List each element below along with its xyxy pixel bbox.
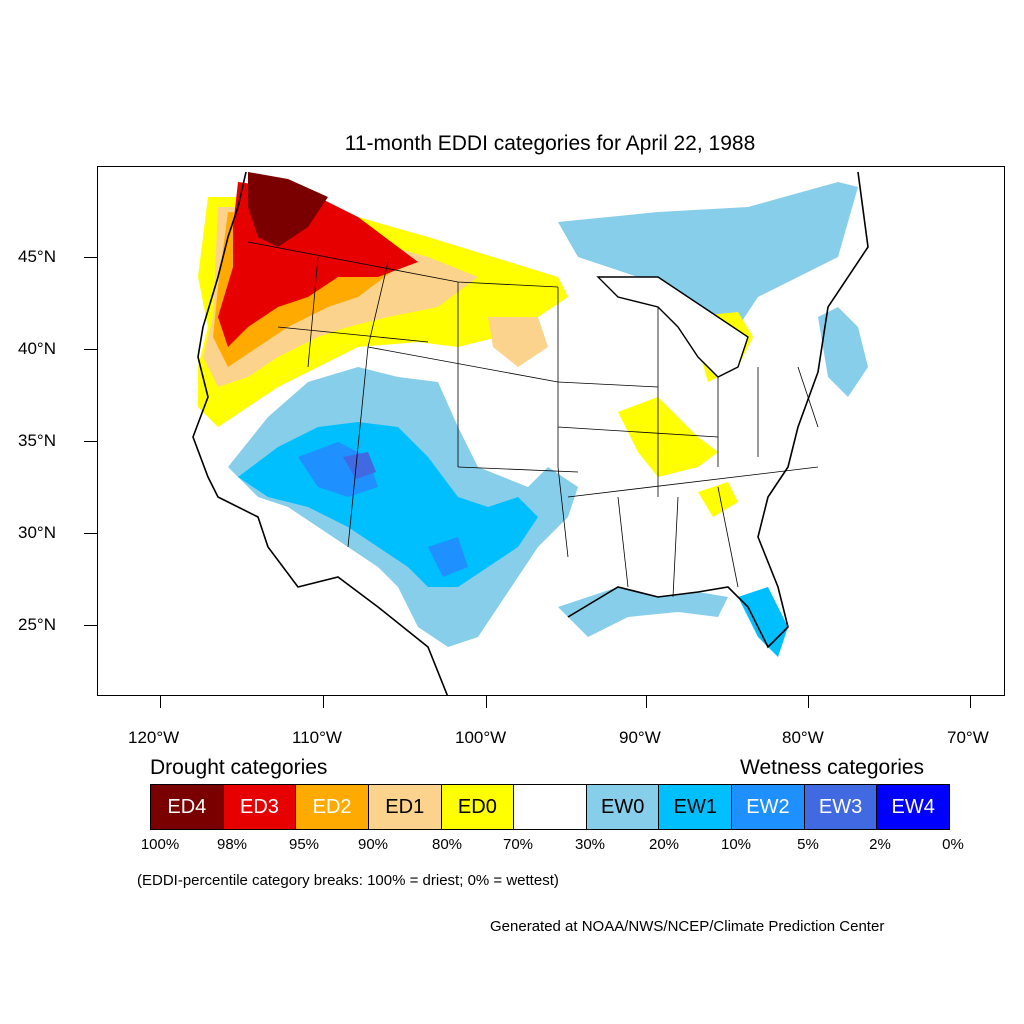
wet-great-lakes — [558, 182, 858, 357]
map-canvas — [192, 171, 869, 695]
pct-label: 95% — [288, 836, 320, 853]
wet-southwest-ew3 — [343, 452, 376, 479]
legend-box-ew4: EW4 — [877, 785, 950, 829]
pct-label: 10% — [720, 836, 752, 853]
pct-label: 30% — [574, 836, 606, 853]
dry-carolina-ed0 — [698, 482, 738, 517]
pct-label: 80% — [431, 836, 463, 853]
category-note: (EDDI-percentile category breaks: 100% =… — [137, 872, 559, 889]
wet-texas-ew2 — [428, 537, 468, 577]
lat-label-25: 25°N — [18, 615, 56, 634]
map-title: 11-month EDDI categories for April 22, 1… — [344, 132, 756, 155]
wet-gulf-coast — [558, 587, 728, 637]
lon-label-110: 110°W — [292, 728, 342, 747]
great-lakes — [596, 276, 749, 378]
credit-line: Generated at NOAA/NWS/NCEP/Climate Predi… — [490, 918, 885, 935]
legend-box-ed4: ED4 — [151, 785, 224, 829]
lat-label-35: 35°N — [18, 431, 56, 450]
lon-label-80: 80°W — [782, 728, 824, 747]
lat-tick-45 — [84, 257, 97, 258]
legend-box-neutral — [514, 785, 587, 829]
dry-dakota-ed1 — [488, 317, 548, 367]
legend-box-ed0: ED0 — [441, 785, 515, 829]
wet-northeast — [818, 307, 868, 397]
lat-label-45: 45°N — [18, 247, 56, 266]
coastline — [192, 171, 869, 695]
wetness-heading: Wetness categories — [740, 756, 925, 779]
lat-tick-30 — [84, 533, 97, 534]
legend-box-ew3: EW3 — [804, 785, 878, 829]
lat-tick-40 — [84, 349, 97, 350]
lat-label-40: 40°N — [18, 339, 56, 358]
legend-box-ed3: ED3 — [223, 785, 297, 829]
pct-label: 70% — [502, 836, 534, 853]
legend-box-ed1: ED1 — [368, 785, 442, 829]
pct-label: 2% — [869, 836, 891, 853]
pct-label: 5% — [797, 836, 819, 853]
lon-tick-80 — [808, 696, 809, 708]
lon-tick-70 — [970, 696, 971, 708]
lon-tick-110 — [323, 696, 324, 708]
lon-tick-100 — [486, 696, 487, 708]
dry-northwest-ed4 — [248, 172, 328, 247]
legend-box-ew2: EW2 — [732, 785, 805, 829]
pct-label: 20% — [648, 836, 680, 853]
legend-box-ew1: EW1 — [659, 785, 733, 829]
pct-label: 98% — [216, 836, 248, 853]
lon-tick-120 — [160, 696, 161, 708]
lon-label-90: 90°W — [619, 728, 661, 747]
lon-tick-90 — [646, 696, 647, 708]
lat-label-30: 30°N — [18, 523, 56, 542]
drought-heading: Drought categories — [150, 756, 328, 779]
pct-label: 90% — [357, 836, 389, 853]
lat-tick-35 — [84, 441, 97, 442]
lon-label-70: 70°W — [947, 728, 989, 747]
pct-label: 100% — [140, 836, 180, 853]
legend-box-ed2: ED2 — [296, 785, 369, 829]
dry-ohio-valley-ed0 — [618, 397, 718, 477]
eddi-map — [97, 166, 1005, 696]
category-legend: ED4 ED3 ED2 ED1 ED0 EW0 EW1 EW2 EW3 EW4 — [150, 784, 950, 830]
state-boundaries — [247, 241, 819, 598]
legend-box-ew0: EW0 — [586, 785, 660, 829]
lon-label-120: 120°W — [128, 728, 180, 747]
lon-label-100: 100°W — [455, 728, 507, 747]
pct-label: 0% — [942, 836, 964, 853]
lat-tick-25 — [84, 625, 97, 626]
